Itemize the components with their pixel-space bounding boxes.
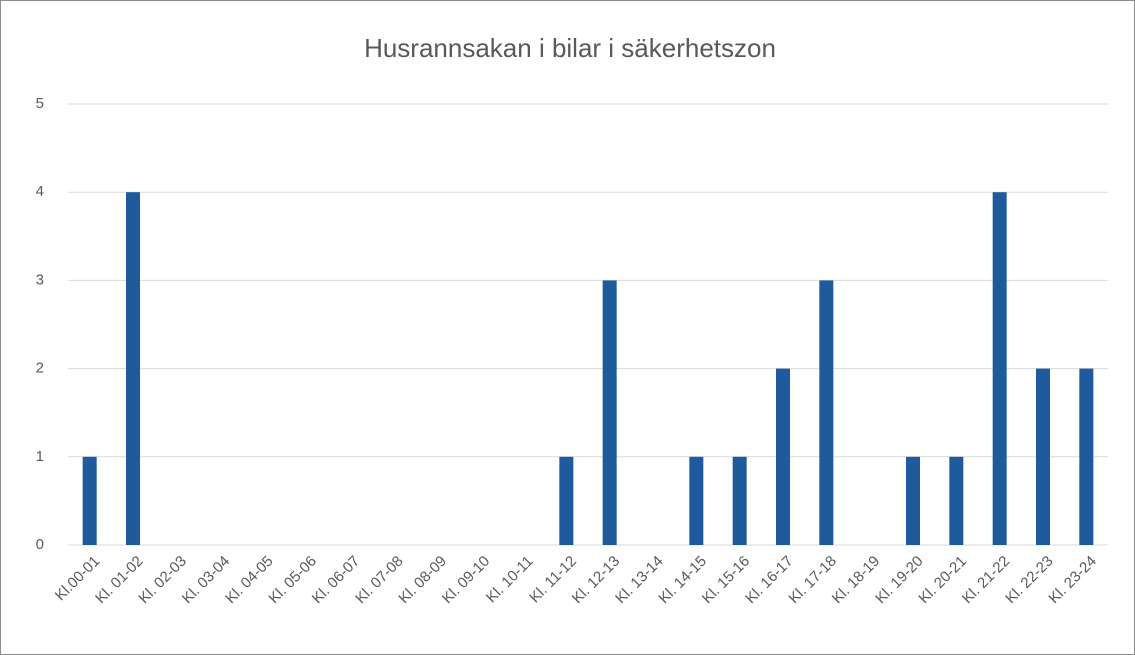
bar — [602, 280, 617, 545]
bar — [732, 456, 747, 545]
bar — [992, 192, 1007, 545]
bar — [906, 456, 920, 545]
bar — [949, 456, 964, 545]
bar — [82, 456, 97, 545]
bar — [819, 280, 834, 545]
bar — [559, 456, 574, 545]
y-tick-label: 0 — [36, 536, 44, 553]
y-tick-label: 4 — [36, 183, 44, 200]
bar — [776, 368, 790, 545]
bar — [126, 192, 140, 545]
y-tick-label: 1 — [36, 448, 44, 465]
y-tick-label: 3 — [36, 271, 44, 288]
chart-title: Husrannsakan i bilar i säkerhetszon — [364, 33, 776, 63]
bar — [1079, 368, 1094, 545]
y-tick-label: 2 — [36, 360, 44, 377]
bar — [689, 456, 704, 545]
bar — [1036, 368, 1050, 545]
y-tick-label: 5 — [36, 95, 44, 112]
